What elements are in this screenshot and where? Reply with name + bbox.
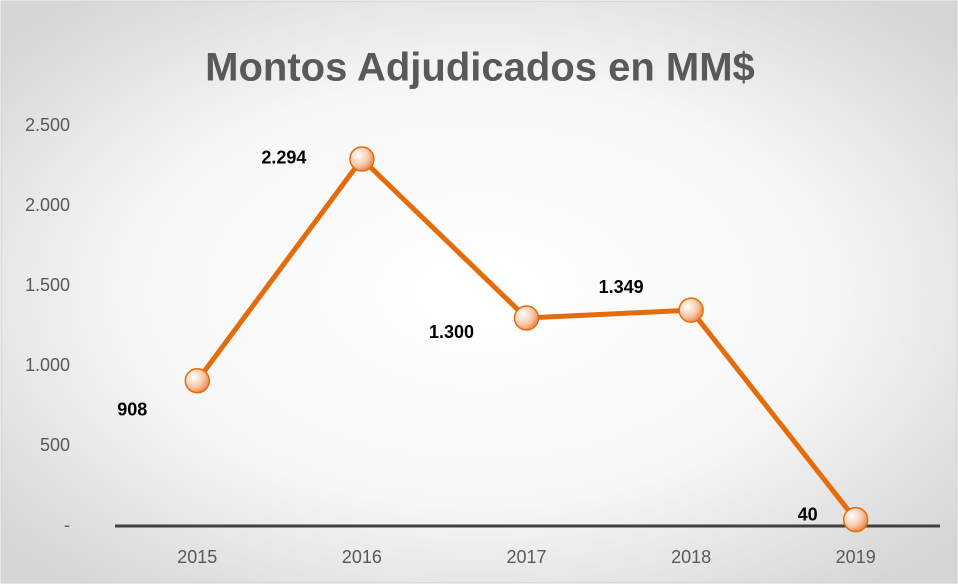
data-label: 2.294: [261, 148, 306, 168]
data-point: [513, 305, 540, 331]
data-label: 1.300: [429, 322, 474, 342]
y-tick-label: 1.000: [25, 355, 70, 375]
y-tick-label: -: [64, 515, 70, 535]
y-tick-label: 2.500: [25, 115, 70, 135]
x-tick-label: 2017: [506, 547, 546, 567]
data-point: [678, 297, 704, 323]
y-tick-label: 1.500: [25, 275, 70, 295]
data-point: [184, 367, 211, 394]
x-tick-label: 2019: [836, 547, 876, 567]
x-tick-label: 2018: [671, 547, 711, 567]
x-tick-label: 2016: [342, 547, 382, 567]
chart-title: Montos Adjudicados en MM$: [205, 46, 755, 90]
data-label: 908: [117, 399, 147, 419]
data-point: [842, 506, 869, 533]
data-label: 1.349: [599, 277, 644, 297]
y-tick-label: 2.000: [25, 195, 70, 215]
data-point: [349, 146, 375, 172]
data-label: 40: [798, 504, 818, 524]
x-tick-label: 2015: [177, 547, 217, 567]
y-tick-label: 500: [40, 435, 70, 455]
